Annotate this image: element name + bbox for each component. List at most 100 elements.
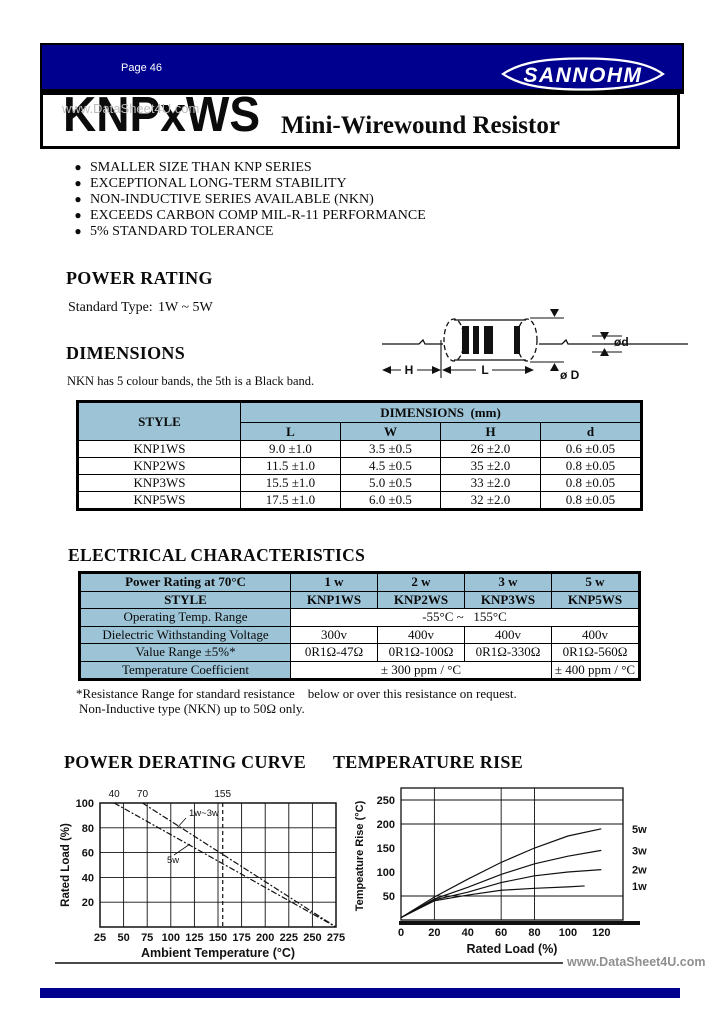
svg-text:25: 25: [94, 932, 106, 944]
table-header-cell: H: [440, 422, 541, 441]
dim-h-label: H: [405, 363, 414, 377]
table-header-cell: KNP2WS: [377, 590, 465, 609]
table-cell: 400v: [551, 625, 639, 644]
features-list: ● SMALLER SIZE THAN KNP SERIES ● EXCEPTION…: [66, 160, 546, 240]
dim-od-big-label: ø D: [560, 368, 580, 382]
table-cell: ± 300 ppm / °C: [290, 660, 552, 679]
table-cell: ± 400 ppm / °C: [551, 660, 639, 679]
table-cell: Temperature Coefficient: [80, 660, 291, 679]
table-cell: 9.0 ±1.0: [240, 440, 341, 458]
dimensions-table: STYLE DIMENSIONS (mm) L W H d KNP1WS 9.0…: [76, 400, 643, 511]
svg-text:5w: 5w: [167, 855, 179, 866]
brand-logo: SANNOHM: [501, 57, 665, 91]
svg-text:150: 150: [377, 843, 395, 855]
dimensions-note: NKN has 5 colour bands, the 5th is a Bla…: [67, 374, 315, 388]
resistor-body-icon: [382, 318, 688, 362]
svg-text:80: 80: [82, 823, 94, 835]
standard-type-value: 1W ~ 5W: [158, 300, 213, 315]
list-item: ● EXCEPTIONAL LONG-TERM STABILITY: [66, 176, 546, 192]
table-cell: 0.8 ±0.05: [540, 474, 641, 492]
electrical-table: Power Rating at 70°C 1 w 2 w 3 w 5 w STY…: [78, 571, 641, 681]
table-cell: 0.8 ±0.05: [540, 491, 641, 509]
table-cell: 300v: [290, 625, 378, 644]
table-cell: KNP2WS: [78, 457, 241, 475]
svg-text:225: 225: [280, 932, 298, 944]
logo-lens-icon: [501, 57, 665, 91]
svg-text:50: 50: [383, 891, 395, 903]
table-cell: 0R1Ω-100Ω: [377, 643, 465, 662]
svg-text:250: 250: [377, 795, 395, 807]
bullet-icon: ●: [74, 175, 82, 190]
product-subtitle: Mini-Wirewound Resistor: [281, 112, 560, 139]
feature-text: SMALLER SIZE THAN KNP SERIES: [90, 160, 312, 175]
feature-text: 5% STANDARD TOLERANCE: [90, 223, 274, 239]
svg-text:100: 100: [162, 932, 180, 944]
svg-text:3w: 3w: [632, 845, 647, 857]
table-cell: 6.0 ±0.5: [340, 491, 441, 509]
table-row: STYLE KNP1WS KNP2WS KNP3WS KNP5WS: [80, 590, 639, 609]
table-cell: 17.5 ±1.0: [240, 491, 341, 509]
table-header-cell: 3 w: [464, 573, 552, 592]
table-header-cell: STYLE: [80, 590, 291, 609]
svg-text:275: 275: [327, 932, 345, 944]
list-item: ● EXCEEDS CARBON COMP MIL-R-11 PERFORMANC…: [66, 208, 546, 224]
table-row: Operating Temp. Range -55°C ~ 155°C: [80, 608, 639, 627]
svg-text:40: 40: [462, 927, 474, 939]
svg-text:200: 200: [256, 932, 274, 944]
color-bands-icon: [462, 326, 520, 354]
table-header-cell: 1 w: [290, 573, 378, 592]
table-cell: 0.6 ±0.05: [540, 440, 641, 458]
table-header-cell: Power Rating at 70°C: [80, 573, 291, 592]
derating-chart-heading: POWER DERATING CURVE: [64, 752, 307, 772]
svg-text:Tempeature Rise (°C): Tempeature Rise (°C): [354, 800, 366, 911]
dim-od-small-label: ød: [614, 335, 629, 349]
table-header-cell: KNP5WS: [551, 590, 639, 609]
table-row: KNP3WS 15.5 ±1.0 5.0 ±0.5 33 ±2.0 0.8 ±0…: [78, 474, 641, 492]
table-header-cell: d: [540, 422, 641, 441]
page-number: Page 46: [121, 62, 162, 74]
table-cell: Value Range ±5%*: [80, 643, 291, 662]
list-item: ● 5% STANDARD TOLERANCE: [66, 224, 546, 240]
power-rating-heading: POWER RATING: [66, 268, 213, 288]
svg-text:60: 60: [82, 848, 94, 860]
footer-bar: [40, 988, 680, 998]
table-cell: 3.5 ±0.5: [340, 440, 441, 458]
table-cell: Dielectric Withstanding Voltage: [80, 625, 291, 644]
table-header-cell: KNP3WS: [464, 590, 552, 609]
temprise-chart-plot: 0 20 40 60 80 100 120 50 100 150 200 250 5w 3w 2w 1w Tem…: [354, 787, 647, 956]
temprise-chart-heading: TEMPERATURE RISE: [333, 752, 523, 772]
footnote: Non-Inductive type (NKN) up to 50Ω only.: [79, 701, 305, 716]
table-header-cell: KNP1WS: [290, 590, 378, 609]
table-cell: -55°C ~ 155°C: [290, 608, 639, 627]
table-cell: 15.5 ±1.0: [240, 474, 341, 492]
bullet-icon: ●: [74, 160, 82, 174]
svg-text:80: 80: [528, 927, 540, 939]
svg-text:100: 100: [76, 798, 94, 810]
table-header-cell: DIMENSIONS (mm): [240, 402, 641, 423]
svg-text:2w: 2w: [632, 865, 647, 877]
list-item: ● NON-INDUCTIVE SERIES AVAILABLE (NKN): [66, 192, 546, 208]
bullet-icon: ●: [74, 191, 82, 206]
table-cell: 5.0 ±0.5: [340, 474, 441, 492]
watermark-top: www.DataSheet4U.com: [62, 101, 200, 116]
svg-text:150: 150: [209, 932, 227, 944]
table-cell: 26 ±2.0: [440, 440, 541, 458]
bullet-icon: ●: [74, 223, 82, 238]
svg-text:120: 120: [592, 927, 610, 939]
table-header-cell: STYLE: [78, 402, 241, 441]
table-row: Value Range ±5%* 0R1Ω-47Ω 0R1Ω-100Ω 0R1Ω…: [80, 643, 639, 662]
svg-text:75: 75: [141, 932, 153, 944]
svg-text:20: 20: [428, 927, 440, 939]
header-bar: Page 46 SANNOHM: [40, 43, 684, 94]
table-row: Temperature Coefficient ± 300 ppm / °C ±…: [80, 660, 639, 679]
footnote: *Resistance Range for standard resistanc…: [76, 686, 517, 701]
table-cell: KNP5WS: [78, 491, 241, 509]
table-header-cell: 2 w: [377, 573, 465, 592]
table-cell: KNP3WS: [78, 474, 241, 492]
svg-text:50: 50: [117, 932, 129, 944]
standard-type-label: Standard Type:: [68, 300, 153, 315]
svg-text:5w: 5w: [632, 824, 647, 836]
dimensions-heading: DIMENSIONS: [66, 343, 186, 363]
bullet-icon: ●: [74, 207, 82, 222]
